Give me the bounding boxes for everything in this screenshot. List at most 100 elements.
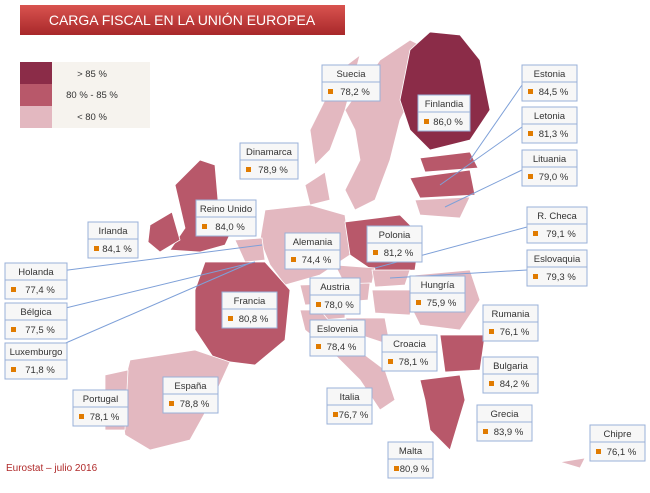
country-value: 78,0 %: [324, 300, 354, 311]
country-box: [72, 389, 129, 427]
country-value: 77,4 %: [25, 285, 55, 296]
country-box: [309, 319, 366, 357]
country-box: [381, 334, 438, 372]
country-box: [162, 376, 219, 414]
legend-label: < 80 %: [77, 112, 107, 123]
country-box: [521, 106, 578, 144]
country-value: 79,1 %: [546, 229, 576, 240]
country-value: 76,1 %: [607, 447, 637, 458]
country-box: [589, 424, 646, 462]
bullet: [11, 327, 16, 332]
bullet: [483, 429, 488, 434]
country-name: Bélgica: [20, 307, 52, 318]
bullet: [228, 316, 233, 321]
country-value: 78,1 %: [399, 357, 429, 368]
bullet: [169, 401, 174, 406]
country-box: [521, 64, 578, 102]
country-box: [4, 342, 68, 380]
bullet: [388, 359, 393, 364]
country-value: 84,0 %: [215, 222, 245, 233]
country-name: Hungría: [421, 280, 456, 291]
country-name: Estonia: [534, 69, 566, 80]
country-name: R. Checa: [537, 211, 577, 222]
country-name: España: [174, 381, 207, 392]
country-box: [482, 356, 539, 394]
bullet: [11, 287, 16, 292]
country-name: Finlandia: [425, 99, 464, 110]
country-value: 79,3 %: [546, 272, 576, 283]
country-value: 80,8 %: [239, 314, 269, 325]
bullet: [11, 367, 16, 372]
country-name: Irlanda: [98, 226, 128, 237]
country-name: Letonia: [534, 111, 566, 122]
country-value: 77,5 %: [25, 325, 55, 336]
bullet: [596, 449, 601, 454]
country-box: [526, 206, 588, 244]
country-name: Alemania: [293, 237, 333, 248]
country-value: 80,9 %: [400, 464, 430, 475]
bullet: [394, 466, 399, 471]
country-name: Chipre: [604, 429, 632, 440]
country-name: Eslovenia: [317, 324, 359, 335]
country-box: [221, 291, 278, 329]
country-box: [4, 302, 68, 340]
bullet: [328, 89, 333, 94]
country-name: Malta: [399, 446, 423, 457]
country-value: 79,0 %: [539, 172, 569, 183]
country-box: [526, 249, 588, 287]
bullet: [489, 329, 494, 334]
country-name: Austria: [320, 282, 350, 293]
country-box: [387, 441, 434, 479]
country-value: 81,2 %: [384, 248, 414, 259]
country-name: Croacia: [393, 339, 426, 350]
bullet: [528, 174, 533, 179]
country-value: 83,9 %: [494, 427, 524, 438]
country-name: Dinamarca: [246, 147, 293, 158]
legend-swatch: [20, 106, 52, 128]
bullet: [528, 131, 533, 136]
country-name: Francia: [234, 296, 266, 307]
bullet: [416, 300, 421, 305]
country-name: Grecia: [491, 409, 520, 420]
country-box: [326, 387, 373, 425]
country-value: 84,2 %: [500, 379, 530, 390]
country-box: [87, 221, 139, 259]
bullet: [246, 167, 251, 172]
legend-label: 80 % - 85 %: [66, 90, 118, 101]
source: Eurostat – julio 2016: [6, 463, 98, 474]
country-box: [521, 149, 578, 187]
country-box: [195, 199, 257, 237]
country-value: 76,1 %: [500, 327, 530, 338]
country-value: 75,9 %: [427, 298, 457, 309]
bullet: [424, 119, 429, 124]
country-value: 84,1 %: [102, 244, 132, 255]
country-box: [409, 275, 466, 313]
country-name: Bulgaria: [493, 361, 529, 372]
legend-swatch: [20, 62, 52, 84]
country-value: 74,4 %: [302, 255, 332, 266]
bullet: [533, 231, 538, 236]
country-value: 78,9 %: [258, 165, 288, 176]
bullet: [94, 246, 99, 251]
country-box: [417, 94, 471, 132]
title-box: [20, 5, 345, 35]
country-box: [321, 64, 381, 102]
country-box: [284, 232, 341, 270]
country-value: 76,7 %: [339, 410, 369, 421]
country-name: Lituania: [533, 154, 567, 165]
country-name: Italia: [339, 392, 360, 403]
country-box: [309, 277, 361, 315]
country-name: Polonia: [379, 230, 411, 241]
country-name: Portugal: [83, 394, 118, 405]
bullet: [202, 224, 207, 229]
country-name: Rumania: [491, 309, 530, 320]
bullet: [333, 412, 338, 417]
country-value: 81,3 %: [539, 129, 569, 140]
leader-lines: [44, 84, 528, 353]
country-name: Reino Unido: [200, 204, 252, 215]
country-name: Eslovaquia: [534, 254, 581, 265]
country-value: 78,1 %: [90, 412, 120, 423]
legend-label: > 85 %: [77, 69, 107, 80]
country-box: [476, 404, 533, 442]
